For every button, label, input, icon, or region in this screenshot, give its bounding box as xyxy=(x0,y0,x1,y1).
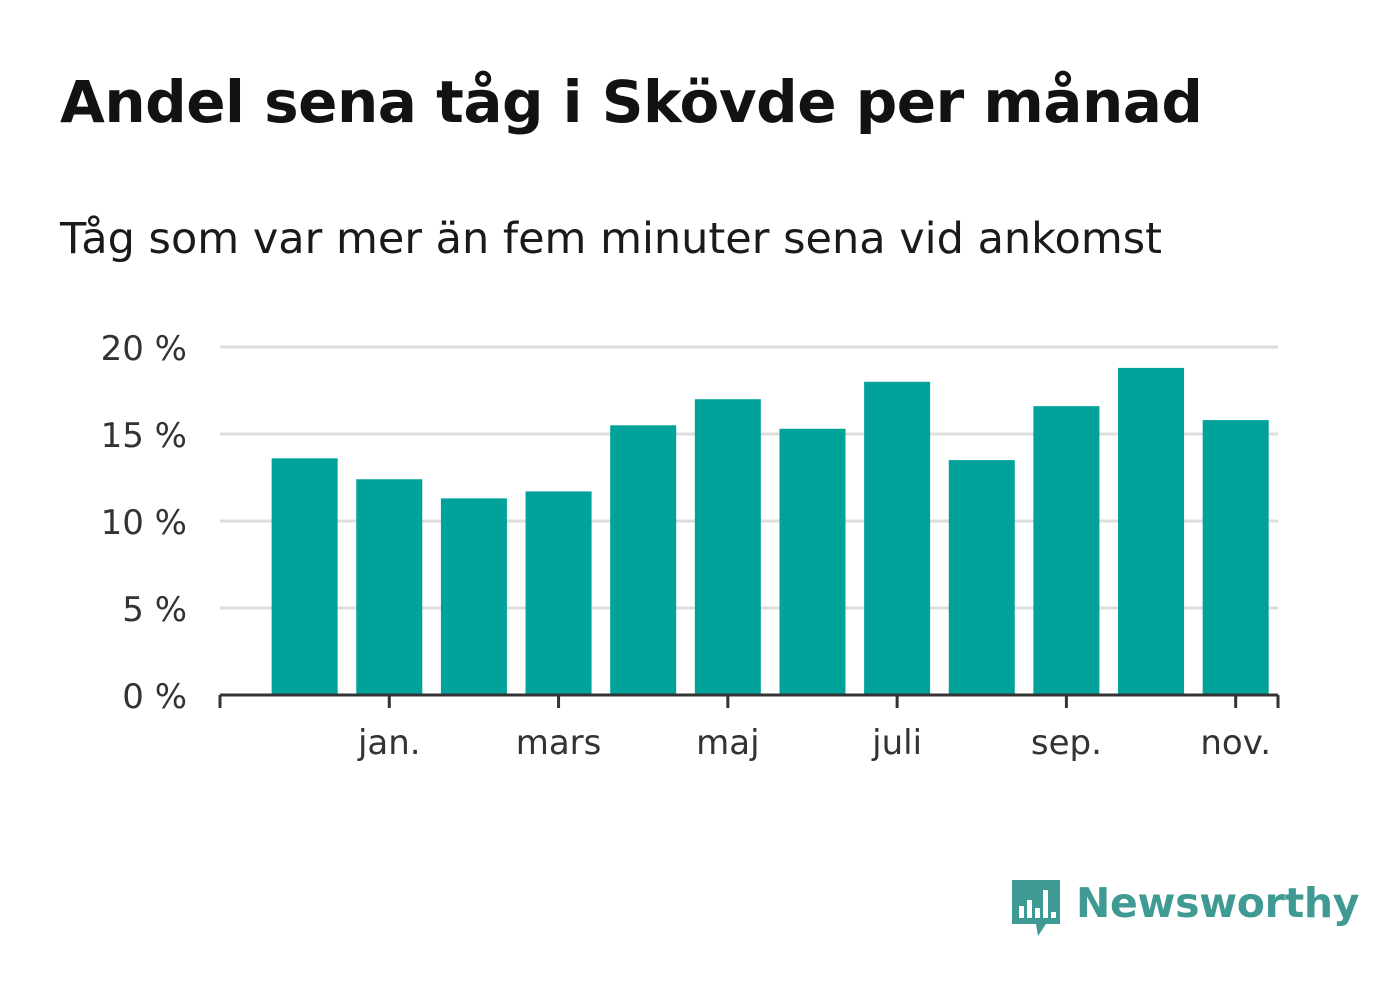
x-tick-label: maj xyxy=(696,723,759,763)
bar xyxy=(440,498,507,695)
bar xyxy=(948,460,1015,695)
brand-name: Newsworthy xyxy=(1076,879,1360,927)
bar xyxy=(1118,367,1185,695)
y-tick-label: 5 % xyxy=(122,590,187,630)
y-tick-label: 20 % xyxy=(101,329,187,369)
bar xyxy=(271,458,338,695)
bar xyxy=(525,491,592,695)
bar xyxy=(610,425,677,695)
newsworthy-bar-chart-icon xyxy=(1012,880,1060,936)
y-tick-label: 0 % xyxy=(122,677,187,717)
x-tick-label: sep. xyxy=(1031,723,1102,763)
chart-subtitle: Tåg som var mer än fem minuter sena vid … xyxy=(60,214,1163,264)
chart-title: Andel sena tåg i Skövde per månad xyxy=(60,68,1203,136)
x-tick-label: mars xyxy=(516,723,602,763)
x-tick-label: nov. xyxy=(1200,723,1271,763)
bar xyxy=(694,399,761,695)
bar xyxy=(1033,406,1100,695)
bar xyxy=(1202,420,1269,695)
bar xyxy=(779,428,846,695)
bars xyxy=(271,367,1269,695)
x-tick-label: jan. xyxy=(357,723,421,763)
x-tick-label: juli xyxy=(871,723,922,763)
newsworthy-logo: Newsworthy xyxy=(1010,878,1359,940)
x-axis xyxy=(218,693,1280,708)
bar xyxy=(356,479,423,695)
y-tick-label: 10 % xyxy=(101,503,187,543)
y-tick-label: 15 % xyxy=(101,416,187,456)
bar xyxy=(864,381,931,695)
tick-labels: 0 % 5 % 10 % 15 % 20 % jan. mars maj juli sep. nov… xyxy=(101,329,1271,763)
